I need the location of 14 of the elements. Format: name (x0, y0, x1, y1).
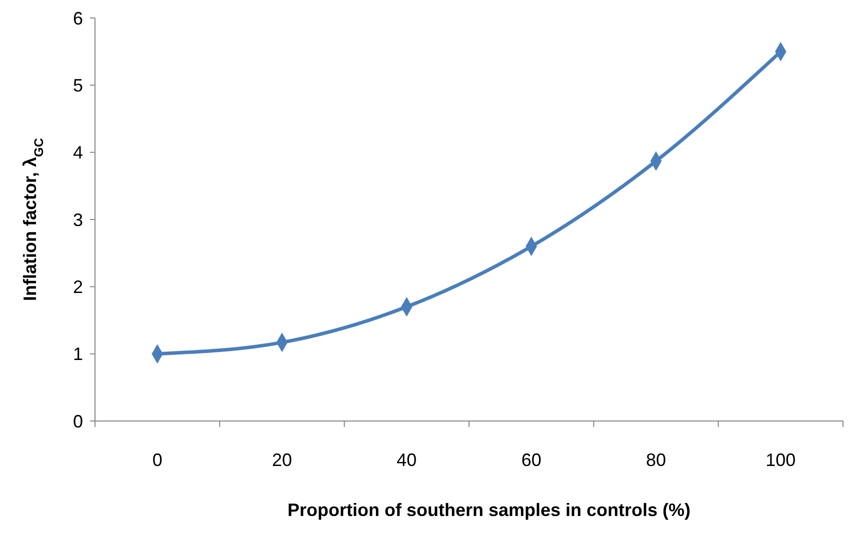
y-tick-label: 3 (72, 210, 83, 230)
x-tick-label: 80 (646, 450, 666, 470)
y-tick-label: 5 (72, 75, 83, 96)
x-tick-label: 40 (396, 450, 417, 470)
y-tick-label: 2 (72, 276, 83, 297)
y-tick-label: 0 (72, 411, 83, 432)
x-tick-label: 20 (272, 450, 292, 470)
y-tick-label: 1 (72, 344, 83, 364)
x-axis-title: Proportion of southern samples in controls (%) (287, 500, 691, 520)
y-tick-label: 4 (72, 142, 83, 163)
x-tick-label: 60 (521, 450, 542, 470)
x-tick-label: 100 (766, 450, 796, 470)
x-tick-label: 0 (152, 450, 162, 470)
y-tick-label: 6 (72, 8, 83, 28)
